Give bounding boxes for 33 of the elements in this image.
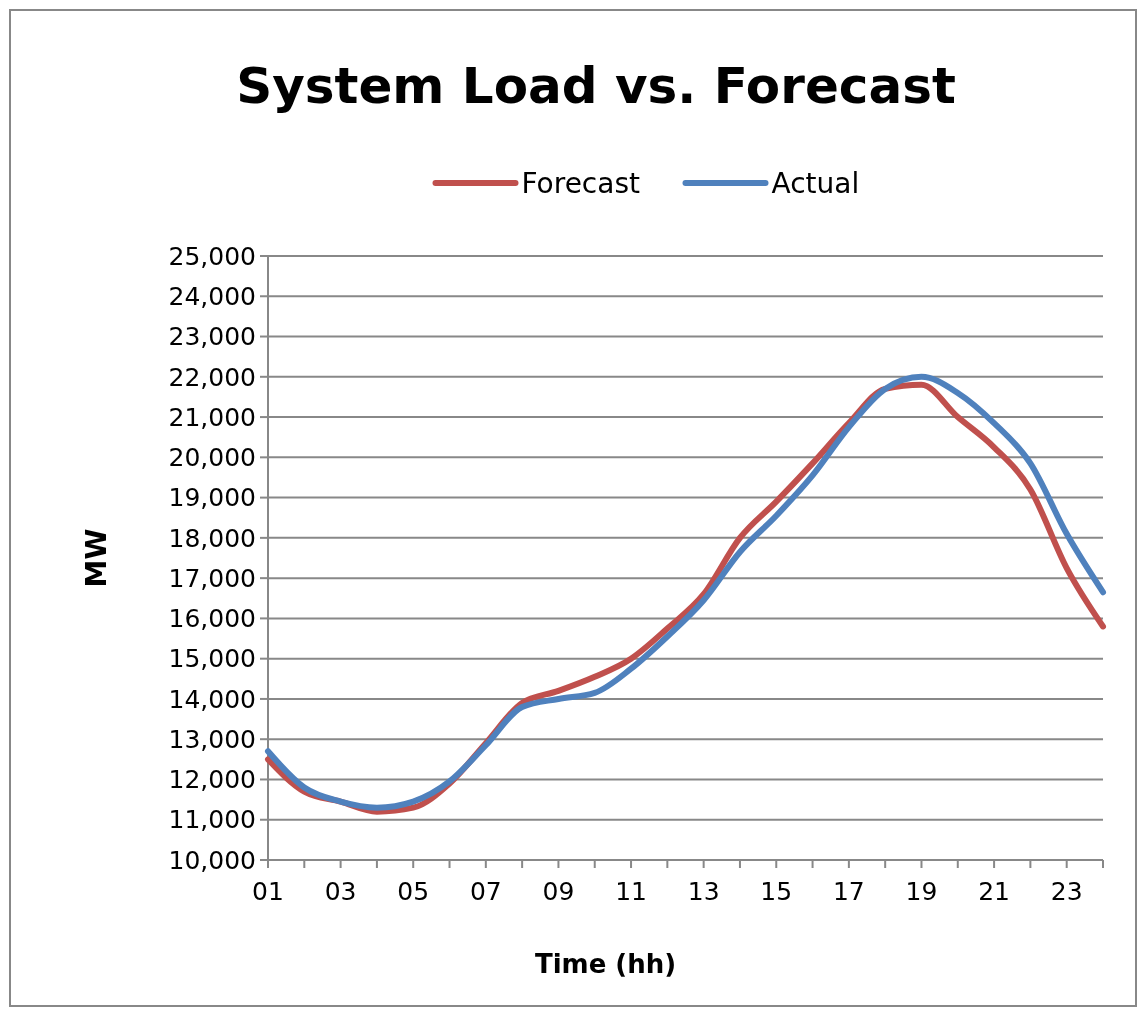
chart-title: System Load vs. Forecast (236, 57, 956, 115)
x-tick-label: 15 (760, 877, 793, 906)
y-tick-label: 25,000 (168, 241, 256, 271)
y-tick-label: 24,000 (168, 282, 256, 312)
y-tick-label: 12,000 (168, 765, 256, 795)
y-tick-label: 17,000 (168, 563, 256, 593)
y-tick-label: 21,000 (168, 402, 256, 432)
y-tick-label: 13,000 (168, 724, 256, 754)
x-tick-label: 13 (687, 877, 720, 906)
y-axis-title: MW (80, 528, 113, 588)
y-tick-label: 14,000 (168, 684, 256, 714)
x-tick-label: 21 (978, 877, 1010, 906)
x-tick-label: 05 (397, 877, 430, 906)
y-tick-label: 20,000 (168, 443, 256, 473)
x-tick-label: 17 (832, 877, 865, 906)
x-tick-label: 03 (324, 877, 357, 906)
legend-label: Forecast (521, 166, 640, 200)
x-tick-label: 01 (252, 877, 284, 906)
y-tick-label: 22,000 (168, 362, 256, 392)
x-tick-label: 23 (1050, 877, 1083, 906)
x-tick-label: 11 (615, 877, 647, 906)
y-tick-label: 11,000 (168, 805, 256, 835)
legend-label: Actual (771, 166, 860, 200)
y-tick-label: 16,000 (168, 604, 256, 634)
y-tick-label: 19,000 (168, 483, 256, 513)
x-tick-label: 19 (905, 877, 938, 906)
x-tick-label: 07 (469, 877, 502, 906)
y-tick-label: 23,000 (168, 322, 256, 352)
y-tick-label: 10,000 (168, 845, 256, 875)
y-tick-label: 18,000 (168, 523, 256, 553)
x-axis-title: Time (hh) (534, 949, 677, 979)
x-tick-label: 09 (542, 877, 575, 906)
y-tick-label: 15,000 (168, 644, 256, 674)
